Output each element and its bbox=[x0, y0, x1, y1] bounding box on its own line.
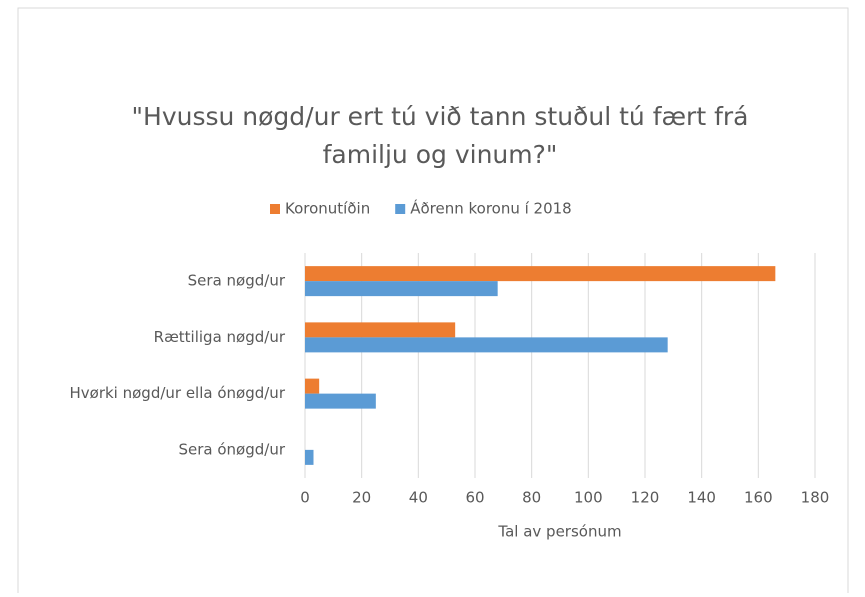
y-tick-label: Rættiliga nøgd/ur bbox=[154, 328, 286, 346]
chart-title: "Hvussu nøgd/ur ert tú við tann stuðul t… bbox=[132, 102, 749, 131]
x-tick-label: 0 bbox=[300, 489, 310, 507]
x-tick-label: 140 bbox=[687, 489, 716, 507]
legend-swatch bbox=[395, 204, 406, 214]
x-tick-label: 40 bbox=[409, 489, 428, 507]
bar bbox=[305, 337, 668, 353]
y-tick-label: Hvørki nøgd/ur ella ónøgd/ur bbox=[69, 384, 285, 402]
chart-title: familju og vinum?" bbox=[323, 140, 558, 169]
bar bbox=[305, 449, 314, 465]
x-tick-label: 80 bbox=[522, 489, 541, 507]
x-tick-label: 120 bbox=[631, 489, 660, 507]
x-tick-label: 100 bbox=[574, 489, 603, 507]
legend-label: Koronutíðin bbox=[285, 200, 370, 218]
x-tick-label: 180 bbox=[801, 489, 830, 507]
bar bbox=[305, 393, 376, 409]
x-axis-title: Tal av persónum bbox=[497, 523, 621, 541]
bar bbox=[305, 281, 498, 297]
y-tick-label: Sera nøgd/ur bbox=[188, 272, 286, 290]
bar bbox=[305, 378, 320, 394]
legend-label: Áðrenn koronu í 2018 bbox=[410, 199, 572, 218]
x-tick-label: 20 bbox=[352, 489, 371, 507]
bar bbox=[305, 266, 776, 282]
chart-frame bbox=[17, 7, 849, 593]
legend-swatch bbox=[270, 204, 280, 214]
x-tick-label: 160 bbox=[744, 489, 773, 507]
bar bbox=[305, 322, 456, 338]
y-tick-label: Sera ónøgd/ur bbox=[178, 440, 285, 458]
x-tick-label: 60 bbox=[465, 489, 484, 507]
